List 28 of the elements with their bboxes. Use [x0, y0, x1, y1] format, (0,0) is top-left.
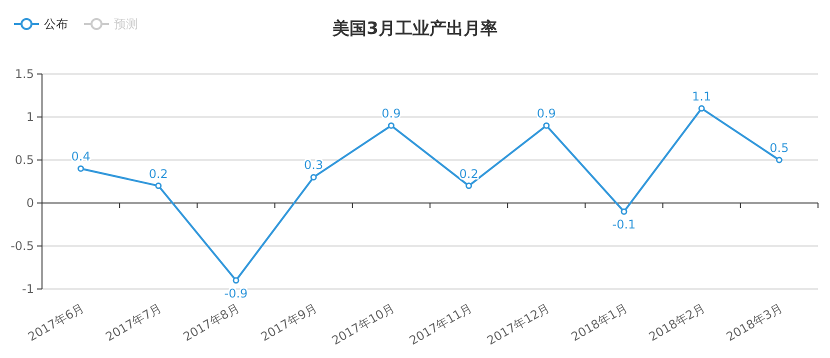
data-label: 0.9	[382, 106, 401, 121]
point	[78, 165, 84, 172]
data-label: -0.9	[224, 286, 248, 300]
y-tick-label: 1.5	[14, 67, 34, 82]
point	[543, 122, 550, 129]
data-label: 0.4	[71, 150, 90, 164]
point	[310, 174, 317, 180]
y-tick-label: 0.5	[14, 153, 34, 168]
y-tick-label: 0	[26, 196, 34, 210]
data-label: 0.3	[304, 158, 324, 172]
data-label: 1.1	[692, 89, 712, 104]
point	[776, 156, 782, 164]
data-label: 0.2	[459, 166, 478, 181]
y-tick-label: -1	[22, 282, 34, 296]
point	[620, 208, 628, 215]
point	[466, 182, 472, 190]
data-label: 0.9	[536, 106, 556, 121]
data-label: 0.2	[148, 166, 168, 181]
point	[388, 122, 394, 129]
point	[698, 105, 705, 112]
data-label: -0.1	[612, 218, 636, 232]
legend-label: 公布	[44, 17, 68, 32]
point	[155, 182, 162, 190]
data-label: 0.5	[770, 141, 789, 155]
point	[232, 277, 240, 284]
chart-title: 美国3月工业产出月率	[332, 19, 498, 39]
y-tick-label: -0.5	[10, 239, 34, 254]
y-tick-label: 1	[26, 110, 34, 124]
